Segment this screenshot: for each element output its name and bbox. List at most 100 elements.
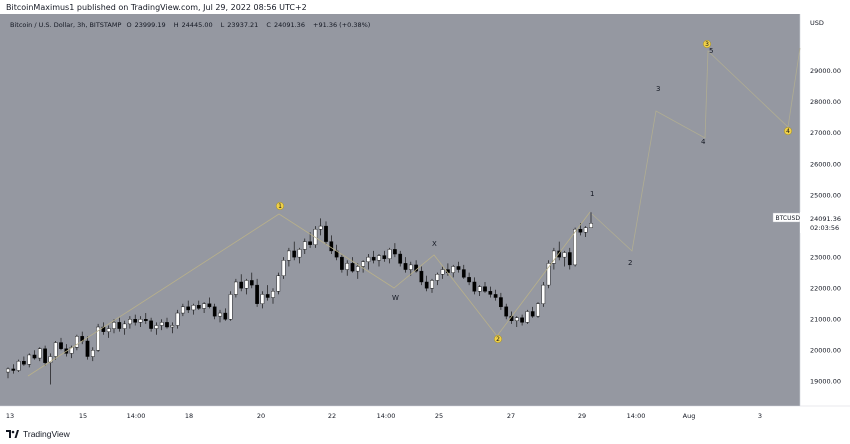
candle-body [536, 303, 540, 317]
candle-body [181, 306, 185, 314]
candle-body [393, 249, 397, 255]
candle-body [90, 350, 95, 357]
candle-body [387, 249, 392, 259]
candle-body [75, 336, 79, 348]
candle-body [154, 325, 159, 329]
price-tick-label: 25000.00 [810, 191, 841, 199]
price-tick-label: 20000.00 [810, 347, 841, 355]
wave-count-line [27, 211, 591, 377]
candle-body [499, 297, 503, 308]
candle-body [175, 312, 180, 326]
candle-body [191, 305, 196, 311]
candle-body [530, 311, 535, 317]
candle-body [520, 317, 524, 323]
candle-body [59, 342, 63, 349]
candle-body [297, 249, 302, 258]
chart-frame[interactable]: USD 19000.00 20000.00 21000.00 22000.00 2300… [0, 14, 850, 426]
candle-body [435, 274, 440, 281]
candle-body [16, 360, 21, 371]
candle-body [371, 256, 376, 261]
candle-body [419, 270, 424, 283]
circled-wave-label-1: 1 [276, 201, 285, 210]
currency-label: USD [810, 19, 824, 27]
time-tick-label: 3 [758, 412, 762, 420]
time-tick-label: 29 [578, 412, 586, 420]
wave-label-w: W [392, 294, 399, 302]
candle-body [271, 291, 275, 298]
candle-body [366, 256, 371, 262]
candle-body [567, 252, 572, 266]
time-tick-label: 15 [79, 412, 87, 420]
candle-body [202, 303, 206, 309]
candle-body [541, 284, 546, 304]
footer-bar: TradingView [0, 426, 850, 444]
candle-body [461, 269, 466, 278]
tradingview-logo[interactable]: TradingView [6, 429, 70, 439]
wave-label-1: 1 [590, 190, 594, 198]
candle-body [138, 319, 143, 323]
candle-body [96, 326, 100, 351]
time-tick-label: 22 [328, 412, 336, 420]
candle-body [514, 317, 519, 322]
time-tick-label: 14:00 [627, 412, 646, 420]
candle-body [260, 294, 265, 304]
candle-body [11, 368, 16, 371]
price-tag-symbol: BTCUSD [776, 215, 801, 222]
legend-close: C 24091.36 [266, 21, 305, 29]
candle-body [244, 280, 249, 289]
candle-body [170, 325, 175, 328]
price-tick-label: 22000.00 [810, 284, 841, 292]
candlestick-series[interactable] [6, 212, 593, 385]
candle-body [234, 281, 238, 295]
time-tick-label: 27 [507, 412, 515, 420]
wave-label-3: 3 [656, 85, 660, 93]
candle-body [159, 322, 164, 326]
candle-body [85, 340, 90, 357]
price-tag-price: 24091.36 [810, 215, 841, 223]
candle-body [440, 269, 445, 275]
time-tick-label: 18 [185, 412, 193, 420]
circled-wave-label-3: 3 [703, 40, 712, 48]
price-axis-background[interactable] [800, 14, 850, 406]
symbol-legend[interactable]: Bitcoin / U.S. Dollar, 3h, BITSTAMP O 239… [10, 21, 373, 29]
circled-wave-label-2: 2 [494, 335, 503, 343]
tradingview-logo-text: TradingView [23, 429, 70, 439]
svg-text:3: 3 [705, 41, 709, 48]
time-tick-label: 14:00 [377, 412, 396, 420]
time-axis-ticks: 13 15 14:00 18 20 22 14:00 25 27 29 14:00 Aug 3 [6, 412, 762, 420]
price-tick-label: 19000.00 [810, 378, 841, 386]
time-axis-background[interactable] [0, 406, 850, 426]
candle-body [281, 260, 286, 276]
published-text: BitcoinMaximus1 published on TradingView… [6, 3, 307, 12]
candle-body [377, 255, 381, 261]
wave-label-x: X [432, 240, 437, 248]
time-tick-label: 25 [435, 412, 443, 420]
candle-body [488, 291, 493, 295]
candle-body [340, 256, 344, 270]
candle-body [69, 347, 74, 354]
candle-body [196, 305, 201, 309]
wave-label-2: 2 [628, 259, 632, 267]
current-price-tag[interactable]: BTCUSD 24091.36 02:03:56 [772, 212, 850, 233]
candle-body [382, 255, 387, 259]
candle-body [456, 266, 461, 270]
price-chart[interactable]: USD 19000.00 20000.00 21000.00 22000.00 2300… [0, 14, 850, 426]
candle-body [117, 322, 122, 329]
candle-body [493, 294, 498, 298]
candle-body [239, 281, 244, 289]
price-tick-label: 26000.00 [810, 160, 841, 168]
plot-background [0, 14, 800, 406]
candle-body [483, 286, 487, 292]
projected-wave-line [591, 47, 801, 252]
candle-body [276, 275, 281, 292]
candle-body [186, 306, 191, 311]
time-tick-label: 13 [6, 412, 14, 420]
candle-body [451, 266, 456, 273]
candle-body [398, 253, 403, 264]
svg-text:4: 4 [786, 128, 790, 135]
candle-body [143, 319, 148, 322]
candle-body [265, 294, 270, 298]
circled-wave-label-4: 4 [784, 126, 793, 135]
time-tick-label: 20 [257, 412, 265, 420]
candle-body [546, 263, 551, 286]
